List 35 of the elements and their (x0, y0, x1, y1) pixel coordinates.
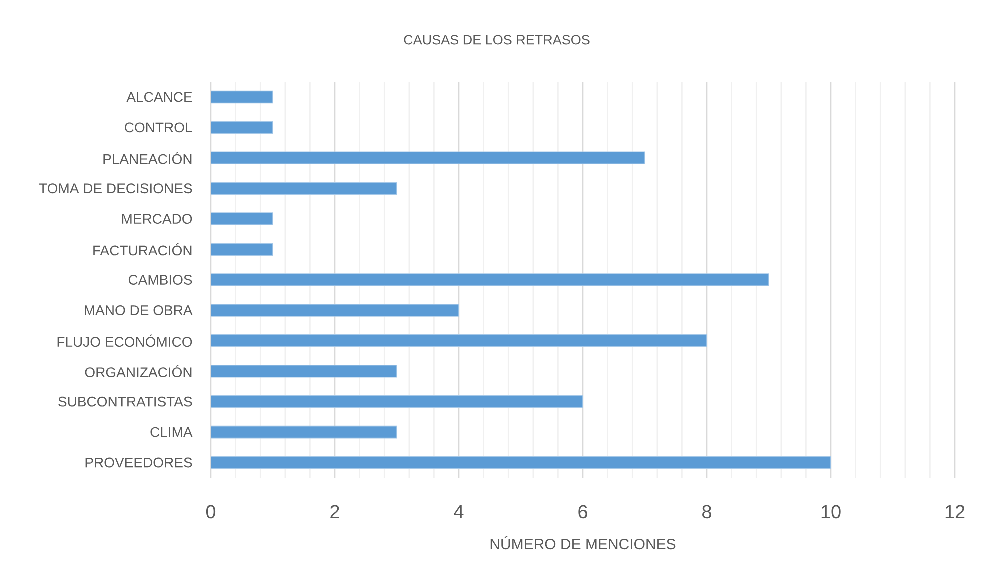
bar (211, 212, 274, 226)
bar (211, 90, 274, 104)
bar (211, 364, 398, 378)
y-tick-label: PROVEEDORES (86, 458, 192, 468)
y-tick-label: CAMBIOS (128, 275, 192, 285)
x-tick-label: 8 (702, 505, 712, 519)
x-tick-label: 10 (822, 505, 841, 519)
y-tick-label: FLUJO ECONÓMICO (58, 334, 192, 348)
bar (211, 274, 770, 286)
y-tick-label: ALCANCE (126, 92, 192, 102)
x-tick-label: 4 (454, 505, 464, 518)
y-tick-label: CLIMA (150, 427, 193, 438)
bar (211, 334, 708, 348)
y-tick-label: ORGANIZACIÓN (85, 365, 192, 378)
chart-title: CAUSAS DE LOS RETRASOS (404, 35, 590, 45)
x-axis-title: NÚMERO DE MENCIONES (490, 536, 676, 550)
bar (211, 121, 274, 134)
y-tick-label: MERCADO (122, 214, 192, 224)
y-tick-label: CONTROL (125, 122, 192, 133)
y-tick-label: TOMA DE DECISIONES (39, 184, 192, 194)
x-tick-label: 6 (578, 505, 588, 519)
bar (211, 243, 274, 256)
y-tick-label: MANO DE OBRA (85, 306, 193, 316)
bar (211, 426, 398, 439)
y-tick-label: PLANEACIÓN (104, 152, 192, 164)
x-tick-label: 12 (946, 505, 965, 518)
x-tick-label: 0 (206, 505, 216, 519)
bar (211, 456, 832, 470)
x-tick-label: 2 (330, 505, 340, 518)
y-tick-label: SUBCONTRATISTAS (58, 396, 192, 407)
bar (211, 182, 398, 196)
y-tick-label: FACTURACIÓN (94, 243, 192, 256)
bar (211, 152, 646, 165)
bar (211, 395, 584, 408)
bar (211, 304, 460, 317)
